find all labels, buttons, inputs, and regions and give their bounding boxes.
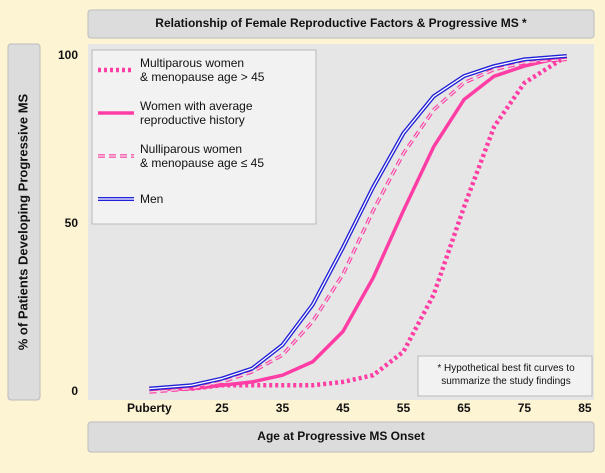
chart-title: Relationship of Female Reproductive Fact…: [155, 16, 527, 30]
x-label-box: [87, 421, 595, 453]
legend-label: Nulliparous women & menopause age ≤ 45: [140, 142, 265, 170]
y-label-box: [7, 43, 41, 401]
series-line-inner: [149, 58, 567, 393]
series-line-inner: [149, 55, 567, 390]
y-axis-title: % of Patients Developing Progressive MS: [15, 93, 30, 350]
x-tick-label: 75: [518, 401, 532, 415]
y-tick-label: 100: [58, 48, 78, 62]
x-tick-label: 25: [215, 401, 229, 415]
x-tick-label: 55: [397, 401, 411, 415]
legend-label: Men: [140, 192, 164, 206]
annotation: * Hypothetical best fit curves to summar…: [437, 363, 575, 387]
y-tick-label: 50: [65, 216, 79, 230]
legend-label: Multiparous women & menopause age > 45: [140, 56, 265, 84]
x-tick-label: Puberty: [127, 401, 172, 415]
series-line: [149, 54, 568, 391]
x-tick-label: 65: [457, 401, 471, 415]
note-box: [417, 355, 593, 397]
legend-box: [91, 49, 317, 225]
legend-label: Women with average reproductive history: [140, 99, 253, 127]
x-tick-label: 85: [578, 401, 592, 415]
y-tick-label: 0: [71, 384, 78, 398]
title-box: [87, 9, 595, 39]
series-line: [149, 54, 568, 391]
x-tick-label: 45: [336, 401, 350, 415]
x-tick-label: 35: [276, 401, 290, 415]
x-axis-title: Age at Progressive MS Onset: [257, 429, 424, 443]
